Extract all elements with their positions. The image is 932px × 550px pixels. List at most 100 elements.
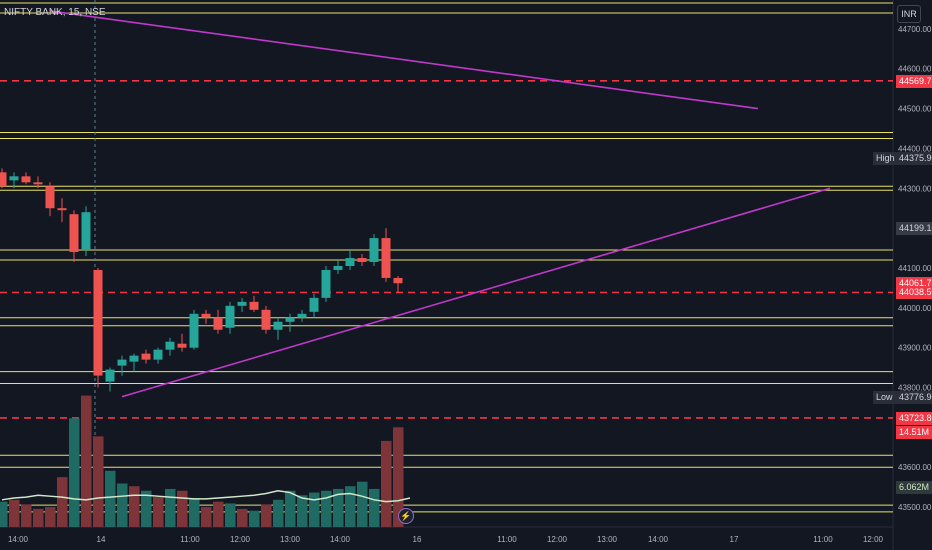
trendline: [49, 10, 759, 110]
price-tick: 44600.00: [898, 65, 932, 74]
price-tick: 44300.00: [898, 184, 932, 193]
candle-body: [141, 353, 151, 360]
candle-body: [33, 182, 43, 185]
volume-bar: [333, 488, 344, 527]
volume-bar: [105, 470, 116, 527]
volume-bar: [321, 490, 332, 527]
volume-bar: [0, 501, 8, 527]
volume-bar: [141, 490, 152, 527]
time-tick: 12:00: [863, 535, 884, 544]
price-label: 44199.10: [896, 222, 932, 236]
candle-body: [153, 349, 163, 360]
time-tick: 17: [730, 535, 739, 544]
trendline: [121, 187, 831, 398]
volume-bar: [129, 486, 140, 527]
time-tick: 14: [97, 535, 106, 544]
volume-bar: [345, 486, 356, 527]
price-tick: 44400.00: [898, 144, 932, 153]
candle-body: [249, 301, 259, 310]
price-label: 43723.80: [896, 411, 932, 425]
time-tick: 14:00: [8, 535, 29, 544]
volume-bar: [153, 497, 164, 527]
price-label: 14.51M: [896, 426, 932, 439]
volume-bar: [273, 499, 284, 527]
candle-body: [117, 359, 127, 366]
candle-body: [285, 317, 295, 322]
candle-body: [261, 309, 271, 330]
volume-bar: [9, 499, 20, 527]
candle-body: [333, 265, 343, 270]
price-label: 44038.50: [896, 286, 932, 300]
volume-bar: [213, 501, 224, 527]
price-label-tag: Low: [873, 390, 896, 404]
volume-bar: [57, 477, 68, 527]
volume-bar: [237, 508, 248, 527]
volume-bar: [381, 440, 392, 527]
candle-body: [393, 277, 403, 284]
candle-body: [81, 212, 91, 251]
candle-body: [345, 258, 355, 266]
price-label: 44375.90: [896, 152, 932, 166]
volume-bar: [45, 507, 56, 527]
price-tick: 44100.00: [898, 264, 932, 273]
price-label: 43776.90: [896, 390, 932, 404]
volume-bar: [285, 490, 296, 527]
volume-bar: [249, 510, 260, 527]
candle-body: [129, 355, 139, 362]
candle-body: [0, 172, 7, 187]
price-tick: 43500.00: [898, 503, 932, 512]
volume-bar: [81, 395, 92, 527]
candle-body: [21, 176, 31, 183]
volume-bar: [189, 498, 200, 527]
candle-body: [273, 321, 283, 330]
candle-body: [9, 176, 19, 181]
candle-body: [297, 313, 307, 318]
time-tick: 14:00: [648, 535, 669, 544]
volume-bar: [93, 436, 104, 527]
volume-bar: [297, 495, 308, 527]
volume-bar: [261, 504, 272, 527]
time-tick: 11:00: [497, 535, 517, 544]
time-tick: 13:00: [280, 535, 301, 544]
lightning-icon[interactable]: ⚡: [398, 508, 414, 524]
time-tick: 12:00: [547, 535, 568, 544]
time-tick: 11:00: [180, 535, 200, 544]
volume-bar: [393, 427, 404, 527]
volume-bar: [21, 504, 32, 527]
price-label: 6.062M: [896, 481, 932, 494]
price-label-tag: High: [873, 152, 898, 166]
volume-bar: [117, 483, 128, 527]
candle-body: [45, 186, 55, 209]
price-tick: 44500.00: [898, 105, 932, 114]
candle-body: [189, 313, 199, 348]
volume-bar: [201, 507, 212, 527]
currency-button[interactable]: INR: [897, 5, 921, 23]
volume-bar: [33, 508, 44, 527]
candle-body: [93, 269, 103, 376]
time-tick: 11:00: [813, 535, 833, 544]
volume-bar: [225, 503, 236, 527]
candle-body: [357, 258, 367, 263]
time-tick: 13:00: [597, 535, 618, 544]
candle-body: [225, 305, 235, 328]
volume-bar: [69, 418, 80, 527]
volume-bar: [369, 488, 380, 527]
candle-body: [369, 238, 379, 263]
candle-body: [237, 301, 247, 306]
symbol-label[interactable]: NIFTY BANK, 15, NSE: [4, 7, 106, 18]
candle-body: [201, 313, 211, 318]
price-tick: 44700.00: [898, 25, 932, 34]
candle-body: [213, 317, 223, 330]
price-tick: 44000.00: [898, 304, 932, 313]
price-tick: 43800.00: [898, 384, 932, 393]
price-axis: [893, 0, 932, 550]
price-tick: 43600.00: [898, 463, 932, 472]
time-tick: 16: [413, 535, 422, 544]
price-tick: 43900.00: [898, 344, 932, 353]
candle-body: [165, 341, 175, 350]
price-label: 44569.75: [896, 74, 932, 88]
volume-bar: [309, 492, 320, 527]
candle-body: [69, 214, 79, 253]
candle-body: [381, 238, 391, 278]
